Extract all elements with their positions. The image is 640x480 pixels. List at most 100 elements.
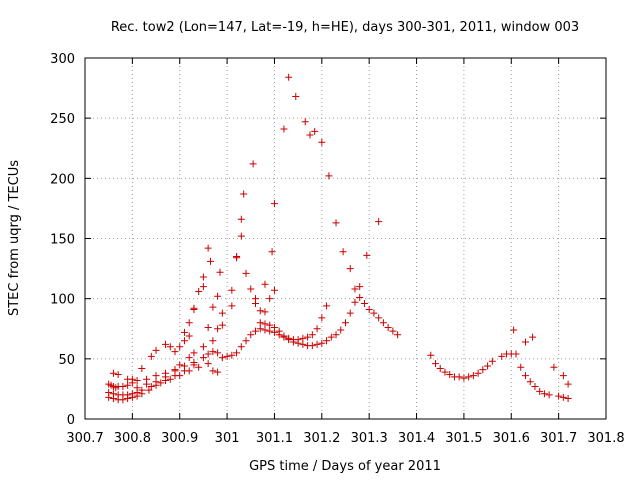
data-point: [375, 314, 383, 322]
data-point: [152, 372, 160, 380]
data-point: [176, 343, 184, 351]
data-point: [128, 375, 136, 383]
data-point: [327, 333, 335, 341]
data-point: [332, 219, 340, 227]
data-point: [488, 357, 496, 365]
data-point: [209, 337, 217, 345]
data-point: [190, 304, 198, 312]
data-point: [498, 352, 506, 360]
data-point: [128, 393, 136, 401]
data-point: [427, 351, 435, 359]
data-point: [436, 364, 444, 372]
data-point: [119, 396, 127, 404]
x-tick-label: 300.9: [161, 431, 198, 446]
data-point: [446, 370, 454, 378]
data-point: [204, 350, 212, 358]
x-tick-label: 301: [215, 431, 240, 446]
data-point: [299, 340, 307, 348]
data-point: [204, 324, 212, 332]
data-point: [218, 309, 226, 317]
x-tick-label: 301.4: [398, 431, 435, 446]
data-point: [228, 351, 236, 359]
data-point: [346, 309, 354, 317]
data-point: [256, 319, 264, 327]
y-tick-label: 100: [50, 293, 75, 308]
data-point: [247, 331, 255, 339]
data-point: [339, 248, 347, 256]
data-point: [370, 309, 378, 317]
data-point: [228, 286, 236, 294]
data-point: [275, 327, 283, 335]
data-point: [242, 269, 250, 277]
data-point: [521, 372, 529, 380]
data-point: [252, 299, 260, 307]
data-point: [195, 287, 203, 295]
data-point: [180, 367, 188, 375]
data-point: [474, 369, 482, 377]
data-point: [171, 348, 179, 356]
data-point: [325, 172, 333, 180]
data-point: [157, 379, 165, 387]
data-point: [308, 331, 316, 339]
data-point: [190, 349, 198, 357]
data-points: [105, 73, 572, 404]
data-point: [185, 332, 193, 340]
data-point: [294, 339, 302, 347]
data-point: [356, 283, 364, 291]
data-point: [237, 343, 245, 351]
data-point: [431, 360, 439, 368]
data-point: [171, 367, 179, 375]
x-tick-label: 301.5: [445, 431, 482, 446]
data-point: [256, 325, 264, 333]
data-point: [209, 303, 217, 311]
data-point: [455, 373, 463, 381]
data-point: [564, 380, 572, 388]
y-tick-label: 150: [50, 233, 75, 248]
data-point: [240, 190, 248, 198]
data-point: [204, 360, 212, 368]
axis-ticks: 300.7 300.8 300.9 301 301.1 301.2 301.3 301.4 30…: [50, 52, 624, 446]
data-point: [441, 368, 449, 376]
data-point: [242, 337, 250, 345]
data-point: [214, 368, 222, 376]
data-point: [313, 340, 321, 348]
data-point: [209, 367, 217, 375]
data-point: [351, 298, 359, 306]
data-point: [119, 383, 127, 391]
x-axis-title: GPS time / Days of year 2011: [249, 459, 441, 474]
x-tick-label: 300.7: [66, 431, 103, 446]
data-point: [564, 395, 572, 403]
data-point: [214, 292, 222, 300]
data-point: [280, 332, 288, 340]
data-point: [510, 326, 518, 334]
data-point: [289, 338, 297, 346]
data-point: [308, 342, 316, 350]
data-point: [356, 293, 364, 301]
data-point: [292, 93, 300, 101]
data-point: [124, 395, 132, 403]
data-point: [223, 352, 231, 360]
data-point: [536, 387, 544, 395]
data-point: [138, 364, 146, 372]
data-point: [209, 348, 217, 356]
data-point: [266, 295, 274, 303]
data-point: [517, 363, 525, 371]
data-point: [531, 383, 539, 391]
data-point: [133, 392, 141, 400]
data-point: [389, 327, 397, 335]
data-point: [124, 381, 132, 389]
data-point: [375, 218, 383, 226]
data-point: [233, 349, 241, 357]
data-point: [460, 374, 468, 382]
data-point: [529, 333, 537, 341]
data-point: [185, 319, 193, 327]
y-tick-label: 50: [58, 353, 75, 368]
data-point: [266, 327, 274, 335]
data-point: [311, 127, 319, 135]
data-point: [365, 305, 373, 313]
data-point: [266, 321, 274, 329]
x-tick-label: 300.8: [114, 431, 151, 446]
data-point: [384, 324, 392, 332]
data-point: [360, 299, 368, 307]
y-tick-label: 300: [50, 52, 75, 67]
